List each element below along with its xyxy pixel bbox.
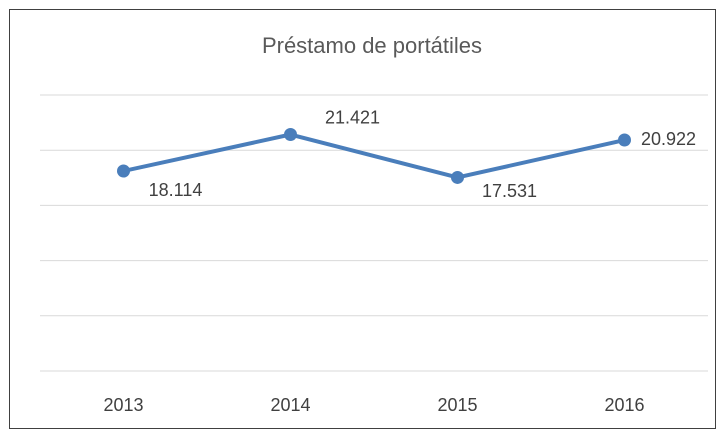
data-label: 18.114 — [149, 180, 203, 200]
x-tick-label: 2016 — [604, 395, 644, 415]
line — [123, 132, 625, 180]
x-tick-label: 2014 — [270, 395, 310, 415]
x-tick-label: 2015 — [437, 395, 477, 415]
point — [117, 164, 130, 178]
chart-border — [9, 9, 716, 429]
point — [618, 133, 631, 147]
data-label: 20.922 — [641, 129, 696, 149]
point — [451, 170, 464, 184]
chart-title: Préstamo de portátiles — [262, 33, 482, 58]
data-label: 21.421 — [325, 107, 380, 127]
x-tick-label: 2013 — [103, 395, 143, 415]
point — [284, 128, 297, 142]
data-label: 17.531 — [482, 181, 537, 201]
